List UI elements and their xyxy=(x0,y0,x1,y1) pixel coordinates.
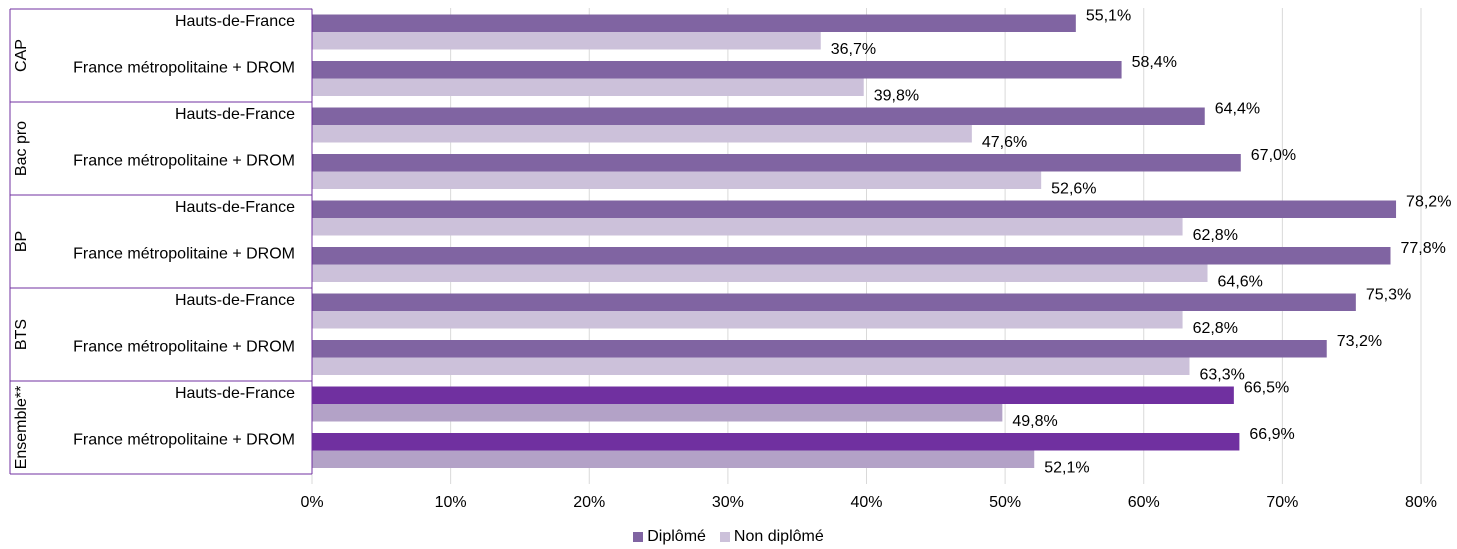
bar-non-diplome xyxy=(312,311,1183,329)
group-label: Ensemble** xyxy=(13,386,30,470)
legend: Diplômé Non diplômé xyxy=(0,528,1457,546)
group-label: BP xyxy=(13,231,30,252)
group-label: Bac pro xyxy=(13,121,30,176)
legend-label-diplome: Diplômé xyxy=(647,528,706,545)
bar-diplome xyxy=(312,293,1356,311)
bar-diplome xyxy=(312,154,1241,172)
bar-non-diplome xyxy=(312,78,864,96)
row-label: France métropolitaine + DROM xyxy=(73,60,295,77)
data-label-diplome: 64,4% xyxy=(1215,101,1260,118)
x-tick-label: 60% xyxy=(1128,494,1160,511)
row-label: Hauts-de-France xyxy=(175,13,295,30)
row-label: Hauts-de-France xyxy=(175,106,295,123)
data-label-non-diplome: 63,3% xyxy=(1199,367,1244,384)
row-label: France métropolitaine + DROM xyxy=(73,432,295,449)
data-label-diplome: 67,0% xyxy=(1251,147,1296,164)
data-label-diplome: 58,4% xyxy=(1132,54,1177,71)
x-tick-label: 70% xyxy=(1266,494,1298,511)
x-tick-label: 40% xyxy=(850,494,882,511)
data-label-diplome: 77,8% xyxy=(1401,240,1446,257)
group-label: CAP xyxy=(13,39,30,72)
row-label: France métropolitaine + DROM xyxy=(73,153,295,170)
bar-chart: 0% 10% 20% 30% 40% 50% 60% 70% 80% 55,1% 36,7% Haut… xyxy=(9,8,1451,511)
data-label-non-diplome: 52,6% xyxy=(1051,181,1096,198)
data-label-diplome: 55,1% xyxy=(1086,8,1131,25)
legend-swatch-diplome xyxy=(633,532,644,542)
row-label: France métropolitaine + DROM xyxy=(73,339,295,356)
data-label-non-diplome: 62,8% xyxy=(1193,320,1238,337)
data-label-diplome: 75,3% xyxy=(1366,287,1411,304)
data-label-non-diplome: 39,8% xyxy=(874,88,919,105)
bar-non-diplome xyxy=(312,218,1183,236)
data-label-diplome: 73,2% xyxy=(1337,333,1382,350)
data-label-non-diplome: 64,6% xyxy=(1218,274,1263,291)
legend-label-non-diplome: Non diplômé xyxy=(733,528,824,545)
group-label: BTS xyxy=(13,319,30,350)
x-tick-label: 80% xyxy=(1405,494,1437,511)
x-tick-label: 30% xyxy=(712,494,744,511)
legend-item-non-diplome: Non diplômé xyxy=(719,528,824,546)
row-label: France métropolitaine + DROM xyxy=(73,246,295,263)
bar-diplome xyxy=(312,433,1240,451)
row-label: Hauts-de-France xyxy=(175,199,295,216)
bar-non-diplome xyxy=(312,450,1035,468)
bar-diplome xyxy=(312,386,1234,404)
data-label-non-diplome: 47,6% xyxy=(982,134,1027,151)
bar-non-diplome xyxy=(312,404,1003,422)
x-tick-label: 10% xyxy=(435,494,467,511)
data-label-non-diplome: 49,8% xyxy=(1012,413,1057,430)
bar-diplome xyxy=(312,247,1391,265)
legend-swatch-non-diplome xyxy=(719,532,730,542)
row-label: Hauts-de-France xyxy=(175,292,295,309)
data-label-diplome: 66,5% xyxy=(1244,380,1289,397)
data-label-diplome: 66,9% xyxy=(1249,426,1294,443)
data-label-non-diplome: 52,1% xyxy=(1044,460,1089,477)
bar-diplome xyxy=(312,14,1076,32)
row-label: Hauts-de-France xyxy=(175,385,295,402)
x-tick-label: 0% xyxy=(300,494,323,511)
x-tick-label: 20% xyxy=(573,494,605,511)
data-label-non-diplome: 62,8% xyxy=(1193,227,1238,244)
x-tick-label: 50% xyxy=(989,494,1021,511)
legend-item-diplome: Diplômé xyxy=(633,528,706,546)
bar-non-diplome xyxy=(312,264,1208,282)
bar-non-diplome xyxy=(312,171,1042,189)
bar-non-diplome xyxy=(312,125,972,143)
bar-non-diplome xyxy=(312,32,821,50)
bar-diplome xyxy=(312,61,1122,79)
data-label-non-diplome: 36,7% xyxy=(831,41,876,58)
bar-diplome xyxy=(312,200,1397,218)
data-label-diplome: 78,2% xyxy=(1406,194,1451,211)
bar-diplome xyxy=(312,107,1205,125)
bar-diplome xyxy=(312,340,1327,358)
bar-non-diplome xyxy=(312,357,1190,375)
